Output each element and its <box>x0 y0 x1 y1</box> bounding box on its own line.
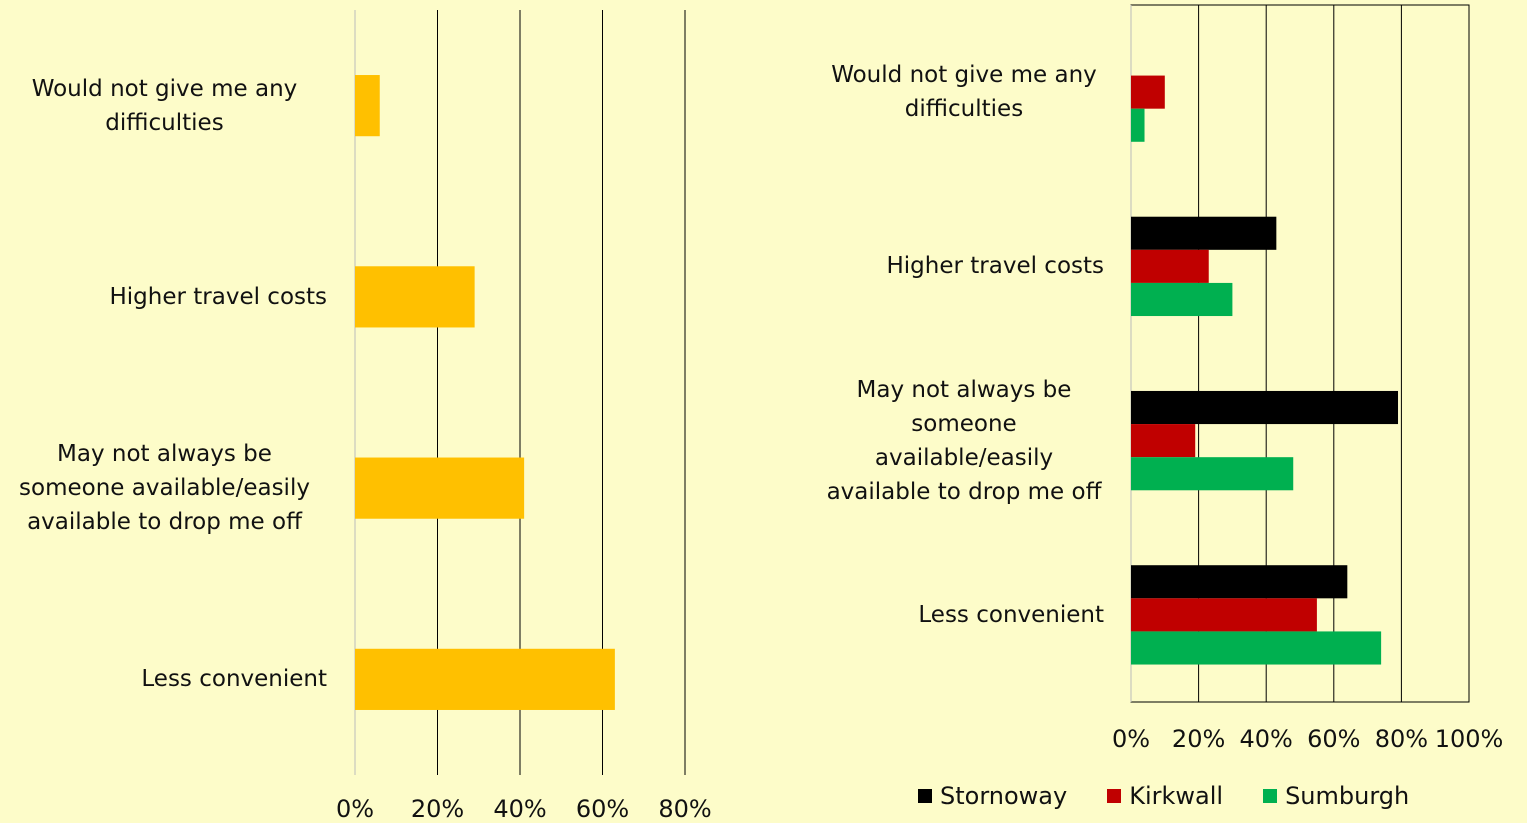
bar <box>1131 282 1233 317</box>
bar <box>355 648 615 710</box>
category-text: May not always be someone available/easi… <box>826 376 1102 505</box>
bar <box>355 457 525 519</box>
category-label: Would not give me any difficulties <box>824 58 1104 126</box>
category-text: Less convenient <box>141 666 327 693</box>
legend-label: Sumburgh <box>1285 782 1410 810</box>
bar <box>1131 631 1382 665</box>
bar <box>1131 75 1165 109</box>
bar <box>355 266 475 328</box>
category-label: Less convenient <box>824 598 1104 632</box>
category-label: May not always be someone available/easi… <box>824 373 1104 509</box>
category-text: Higher travel costs <box>886 253 1104 280</box>
bar <box>1131 108 1145 142</box>
bar <box>1131 598 1317 632</box>
legend-swatch <box>1107 789 1122 803</box>
bar <box>355 75 380 137</box>
x-tick-label: 80% <box>1375 725 1428 753</box>
x-tick-label: 0% <box>336 795 374 823</box>
x-tick-label: 0% <box>1112 725 1150 753</box>
category-label: Higher travel costs <box>824 249 1104 283</box>
x-tick-label: 40% <box>1240 725 1293 753</box>
legend-item: Kirkwall <box>1107 782 1223 810</box>
legend-swatch <box>918 789 932 803</box>
bar <box>1131 390 1399 425</box>
category-label: Less convenient <box>2 662 327 696</box>
x-tick-label: 20% <box>411 795 464 823</box>
category-text: Would not give me any difficulties <box>831 62 1097 123</box>
category-text: May not always be someone available/easi… <box>19 441 310 536</box>
legend: Stornoway Kirkwall Sumburgh <box>918 782 1409 810</box>
x-tick-label: 40% <box>493 795 546 823</box>
category-label: Higher travel costs <box>2 280 327 314</box>
legend-label: Stornoway <box>940 782 1068 810</box>
category-text: Less convenient <box>918 601 1104 628</box>
legend-swatch <box>1263 789 1278 803</box>
category-text: Higher travel costs <box>109 283 327 310</box>
legend-label: Kirkwall <box>1129 782 1224 810</box>
bar <box>1131 216 1277 250</box>
x-tick-label: 60% <box>576 795 629 823</box>
bar <box>1131 424 1196 458</box>
legend-item: Sumburgh <box>1263 782 1409 810</box>
bar <box>1131 457 1294 491</box>
bar <box>1131 249 1209 283</box>
x-tick-label: 60% <box>1307 725 1360 753</box>
bar <box>1131 565 1348 599</box>
category-label: May not always be someone available/easi… <box>2 437 327 539</box>
x-tick-label: 20% <box>1172 725 1225 753</box>
x-tick-label: 100% <box>1435 725 1504 753</box>
category-text: Would not give me any difficulties <box>31 75 298 136</box>
x-tick-label: 80% <box>658 795 711 823</box>
legend-item: Stornoway <box>918 782 1067 810</box>
category-label: Would not give me any difficulties <box>2 72 327 140</box>
